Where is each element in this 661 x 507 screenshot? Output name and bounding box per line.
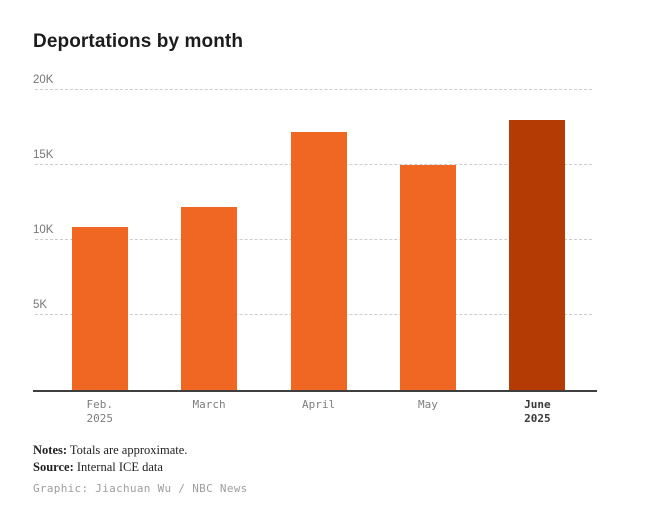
bar-april <box>290 132 347 390</box>
x-axis-line <box>33 390 597 392</box>
plot-area: 5K 10K 15K 20K <box>33 74 592 390</box>
y-tick-label: 5K <box>33 299 48 311</box>
bar-chart: 5K 10K 15K 20K Feb. 2025 March April May June 202… <box>33 74 597 426</box>
chart-footer: Notes: Totals are approximate. Source: I… <box>33 444 661 496</box>
bar-march <box>181 207 238 390</box>
bar-slot <box>154 90 263 390</box>
x-label-slot: March <box>154 398 263 426</box>
bar-feb-2025 <box>71 226 128 390</box>
source-line: Source: Internal ICE data <box>33 461 661 474</box>
credit-line: Graphic: Jiachuan Wu / NBC News <box>33 482 248 495</box>
x-label-slot: May <box>373 398 482 426</box>
x-axis-label: April <box>301 398 336 411</box>
source-label: Source: <box>33 460 74 474</box>
y-tick-label: 15K <box>33 149 54 161</box>
notes-line: Notes: Totals are approximate. <box>33 444 661 457</box>
bar-may <box>399 165 456 390</box>
x-label-slot: April <box>264 398 373 426</box>
y-tick-label: 10K <box>33 224 54 236</box>
x-label-slot: Feb. 2025 <box>45 398 154 426</box>
bar-slot <box>45 90 154 390</box>
bar-slot <box>373 90 482 390</box>
x-axis-label: June 2025 <box>524 398 551 425</box>
bar-slot <box>483 90 592 390</box>
gridline-20K: 20K <box>33 74 592 90</box>
bar-slot <box>264 90 373 390</box>
x-axis-label: May <box>417 398 438 411</box>
notes-text: Totals are approximate. <box>67 443 188 457</box>
bars-row <box>45 90 592 390</box>
notes-label: Notes: <box>33 443 68 457</box>
x-label-slot: June 2025 <box>483 398 592 426</box>
x-axis-label: March <box>192 398 226 411</box>
x-axis-label: Feb. 2025 <box>86 398 113 425</box>
bar-june-2025 <box>509 120 566 390</box>
chart-title: Deportations by month <box>33 31 244 52</box>
x-axis-labels: Feb. 2025 March April May June 2025 <box>33 398 592 426</box>
source-text: Internal ICE data <box>73 460 163 474</box>
y-tick-label: 20K <box>33 74 54 86</box>
